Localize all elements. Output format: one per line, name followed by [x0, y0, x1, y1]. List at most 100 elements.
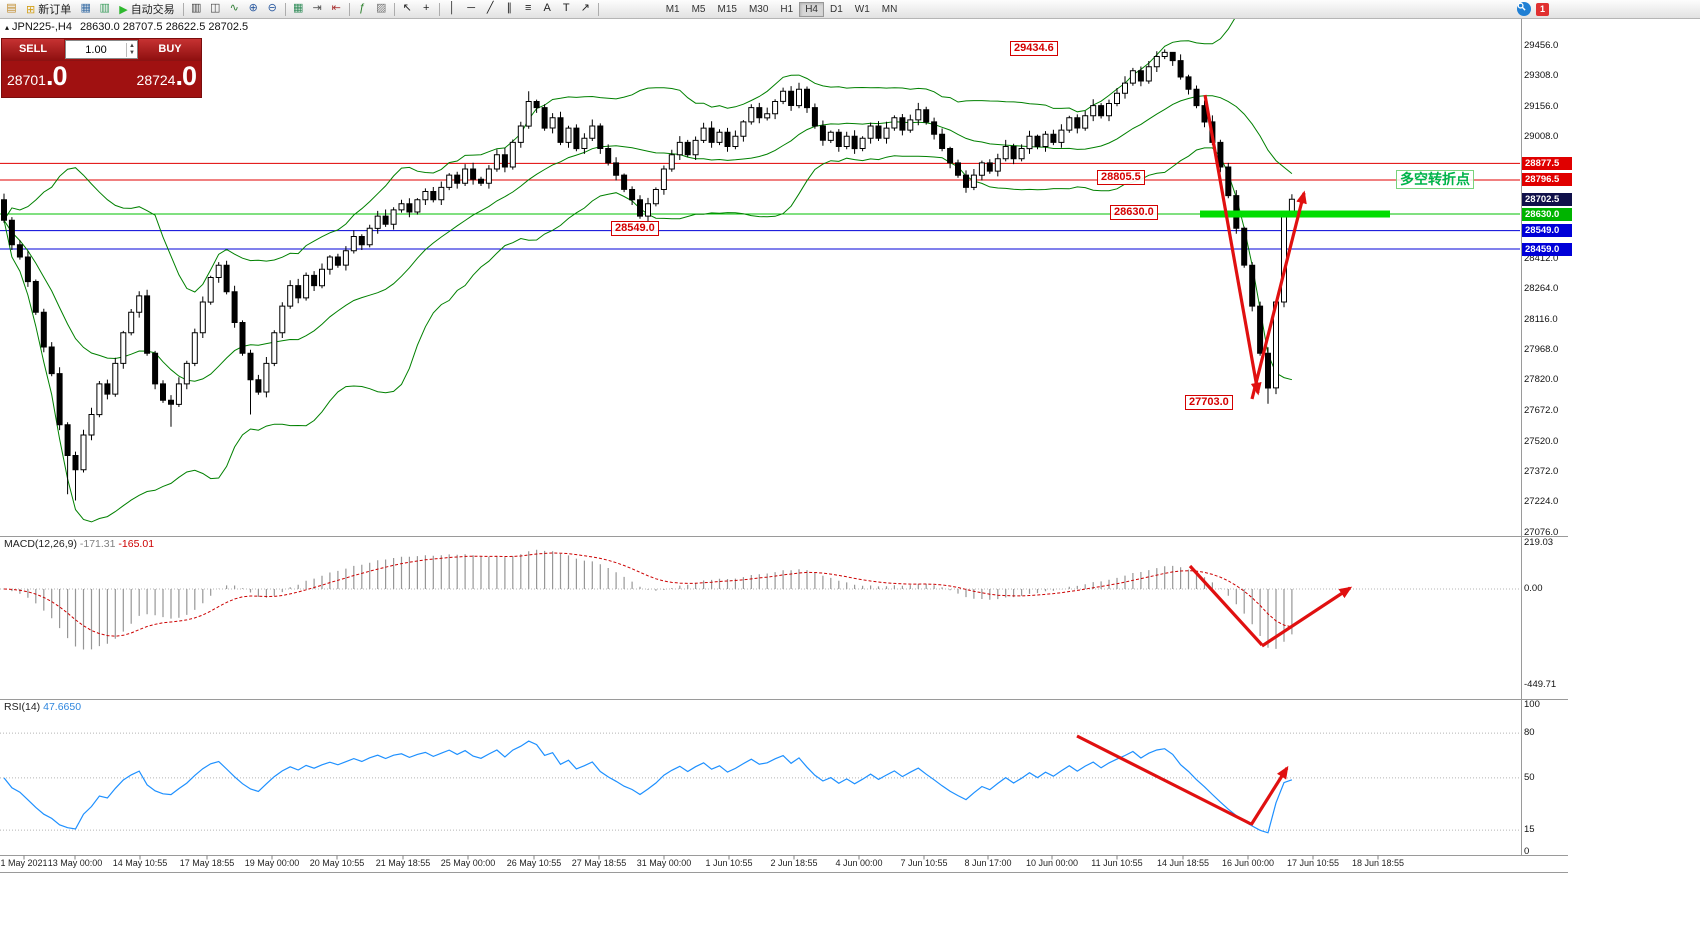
price-label[interactable]: 28630.0: [1110, 205, 1158, 220]
toolbar: ▤ ⊞ 新订单 ▦ ▥ ▶ 自动交易 ▥ ◫ ∿ ⊕ ⊖ ▦ ⇥ ⇤ ƒ ▨ ↖ + │ ─ ╱ ∥ ≡ A T ↗ M1 M5 M15 M…: [0, 0, 1700, 19]
macd-histogram: [11, 549, 1293, 650]
timeframe-mn[interactable]: MN: [881, 3, 898, 15]
trend-arrow[interactable]: [1249, 765, 1289, 826]
price-label[interactable]: 27703.0: [1185, 395, 1233, 410]
toolbar-separator: [182, 2, 184, 16]
candle-wicks: [3, 49, 1293, 501]
price-tag: 28877.5: [1522, 156, 1572, 170]
time-axis-label: 13 May 00:00: [47, 858, 103, 868]
bear-candles: [1, 51, 1271, 471]
time-axis-label: 25 May 00:00: [440, 858, 496, 868]
one-click-trading-panel: SELL ▲ ▼ BUY 28701.0 28724.0: [1, 38, 202, 98]
equidistant-channel-icon[interactable]: ∥: [506, 2, 512, 14]
indicators-icon[interactable]: ƒ: [359, 2, 366, 14]
price-axis-tick: 29008.0: [1524, 131, 1559, 143]
volume-spinner: ▲ ▼: [126, 42, 137, 57]
zoom-in-icon[interactable]: ⊕: [248, 2, 258, 14]
notification-badge[interactable]: 1: [1536, 2, 1549, 16]
rsi-axis-tick: 80: [1524, 727, 1535, 738]
label-icon[interactable]: T: [562, 2, 570, 14]
volume-field: ▲ ▼: [65, 40, 138, 59]
price-axis-tick: 29308.0: [1524, 69, 1559, 81]
volume-up-icon[interactable]: ▲: [129, 42, 135, 49]
time-axis-label: 11 Jun 10:55: [1091, 858, 1143, 868]
time-axis-label: 17 Jun 10:55: [1286, 858, 1340, 868]
ask-price[interactable]: 28724.0: [136, 61, 197, 91]
price-label[interactable]: 29434.6: [1010, 41, 1058, 56]
time-axis-label: 17 May 18:55: [179, 858, 235, 868]
horizontal-line-icon[interactable]: ─: [467, 2, 476, 14]
trendline-icon[interactable]: ╱: [486, 2, 494, 14]
volume-input[interactable]: [66, 42, 126, 57]
macd-axis-tick: 0.00: [1524, 583, 1543, 594]
chart-shift-icon[interactable]: ⇤: [331, 2, 341, 14]
vertical-line-icon[interactable]: │: [448, 2, 456, 14]
price-axis-tick: 28116.0: [1524, 313, 1558, 325]
cursor-icon[interactable]: ↖: [402, 2, 412, 14]
toolbar-separator: [284, 2, 286, 16]
price-axis-tick: 28412.0: [1524, 253, 1559, 265]
macd-indicator-label: MACD(12,26,9) -171.31 -165.01: [4, 538, 155, 550]
candlestick-chart-icon[interactable]: ◫: [209, 2, 221, 14]
timeframe-m5[interactable]: M5: [691, 3, 706, 15]
trend-arrow[interactable]: [1261, 586, 1353, 648]
tile-windows-icon[interactable]: ▦: [292, 2, 304, 14]
buy-button[interactable]: BUY: [139, 39, 201, 60]
trend-arrow[interactable]: [1188, 564, 1264, 647]
green-highlight-bar: [1200, 210, 1390, 218]
auto-trading-button[interactable]: ▶ 自动交易: [119, 3, 175, 17]
price-label[interactable]: 28805.5: [1097, 170, 1145, 185]
price-axis-tick: 27968.0: [1524, 343, 1559, 355]
toolbar-separator: [393, 2, 395, 16]
search-icon[interactable]: [1517, 2, 1531, 16]
toolbar-right-group: 1: [1517, 2, 1549, 16]
timeframe-d1[interactable]: D1: [830, 3, 843, 15]
bar-chart-icon[interactable]: ▥: [190, 2, 202, 14]
fibonacci-icon[interactable]: ≡: [524, 2, 532, 14]
price-label[interactable]: 28549.0: [611, 221, 659, 236]
arrows-tool-icon[interactable]: ↗: [580, 2, 590, 14]
timeframe-m1[interactable]: M1: [665, 3, 680, 15]
symbol-info-line: ▴ JPN225-,H4 28630.0 28707.5 28622.5 28702…: [5, 21, 248, 33]
chart-canvas[interactable]: [0, 0, 1568, 880]
time-axis-label: 4 Jun 00:00: [835, 858, 883, 868]
line-chart-icon[interactable]: ∿: [229, 2, 239, 14]
time-axis-label: 1 May 2021: [0, 858, 48, 868]
symbol-name: JPN225-,H4: [12, 21, 72, 33]
price-axis-tick: 27672.0: [1524, 404, 1559, 416]
trend-arrow[interactable]: [1076, 734, 1252, 826]
new-order-icon: ⊞: [26, 3, 36, 16]
chart-window-icon[interactable]: ▤: [6, 2, 17, 14]
data-window-icon[interactable]: ▥: [99, 2, 110, 14]
auto-scroll-icon[interactable]: ⇥: [312, 2, 322, 14]
toolbar-separator: [597, 2, 599, 16]
new-order-button[interactable]: ⊞ 新订单: [26, 3, 72, 17]
price-axis-tick: 27520.0: [1524, 435, 1559, 447]
rsi-axis-tick: 15: [1524, 824, 1535, 835]
timeframe-m15[interactable]: M15: [717, 3, 737, 15]
sell-button[interactable]: SELL: [2, 39, 64, 60]
trend-arrow[interactable]: [1203, 94, 1262, 396]
market-watch-icon[interactable]: ▦: [80, 2, 91, 14]
bid-price[interactable]: 28701.0: [7, 61, 67, 91]
text-icon[interactable]: A: [543, 2, 551, 14]
timeframe-h1[interactable]: H1: [780, 3, 794, 15]
volume-down-icon[interactable]: ▼: [129, 49, 135, 56]
time-axis-label: 19 May 00:00: [244, 858, 300, 868]
timeframe-h4[interactable]: H4: [799, 1, 824, 17]
timeframe-w1[interactable]: W1: [854, 3, 870, 15]
timeframe-m30[interactable]: M30: [748, 3, 769, 15]
trend-arrow[interactable]: [1250, 190, 1307, 400]
rsi-value: 47.6650: [43, 701, 82, 713]
zoom-out-icon[interactable]: ⊖: [267, 2, 277, 14]
macd-signal-line: [3, 552, 1293, 637]
crosshair-icon[interactable]: +: [422, 2, 430, 14]
time-axis-label: 31 May 00:00: [636, 858, 692, 868]
templates-icon[interactable]: ▨: [375, 2, 387, 14]
auto-trading-icon: ▶: [119, 3, 128, 16]
chart-text-annotation[interactable]: 多空转折点: [1396, 170, 1474, 189]
time-axis-label: 8 Jun 17:00: [964, 858, 1012, 868]
price-axis-tick: 29456.0: [1524, 39, 1559, 51]
time-axis-label: 20 May 10:55: [309, 858, 365, 868]
time-axis-label: 16 Jun 00:00: [1221, 858, 1275, 868]
